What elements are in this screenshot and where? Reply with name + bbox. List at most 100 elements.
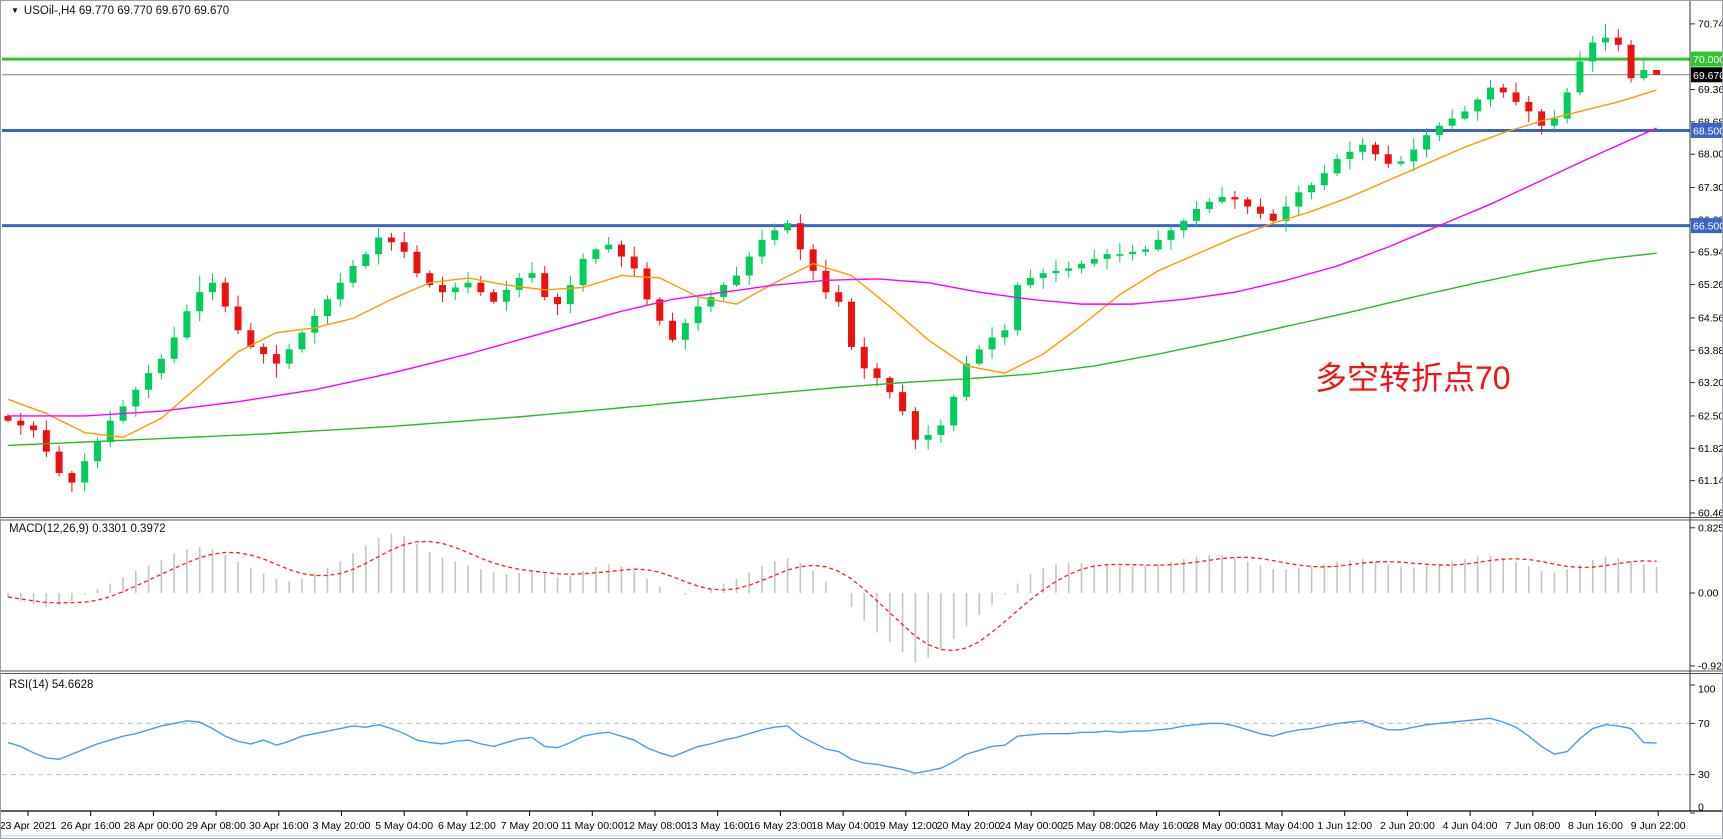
price-axis[interactable]: 70.74069.36068.68068.00067.30066.62065.9… [1, 1, 1723, 814]
chart-annotation-text: 多空转折点70 [1315, 360, 1511, 396]
candle-body [886, 377, 894, 393]
candle-body [1167, 230, 1175, 240]
candle-body [387, 237, 395, 243]
symbol-ohlc-text: USOil-,H4 69.770 69.770 69.670 69.670 [23, 5, 230, 17]
candle-body [196, 292, 204, 312]
macd-signal-line [7, 540, 1657, 652]
symbol-title-bar[interactable]: ▼ USOil-,H4 69.770 69.770 69.670 69.670 [11, 5, 229, 17]
candle-body [566, 285, 574, 305]
candle-body [1308, 185, 1316, 193]
candle-body [400, 242, 408, 252]
candle-body [1653, 70, 1661, 75]
time-tick-label: 25 May 08:00 [1062, 820, 1126, 832]
candle-body [924, 434, 932, 440]
candle-body [1090, 258, 1098, 264]
symbol-dropdown-icon[interactable]: ▼ [11, 6, 19, 15]
candle-body [796, 223, 804, 250]
candle-body [1538, 111, 1546, 126]
candle-body [4, 415, 12, 421]
candle-body [1448, 118, 1456, 126]
candle-body [1627, 44, 1635, 79]
candle-body [1550, 118, 1558, 126]
time-tick-label: 7 Jun 08:00 [1505, 820, 1560, 832]
candle-body [451, 287, 459, 293]
candle-body [681, 323, 689, 340]
candle-body [490, 292, 498, 302]
macd-panel[interactable] [7, 533, 1658, 663]
rsi-indicator-label: RSI(14) 54.6628 [9, 679, 94, 691]
candle-body [1103, 254, 1111, 259]
price-badge-68.500 [1691, 122, 1722, 138]
price-tick-label: 63.200 [1698, 377, 1723, 389]
candle-body [541, 273, 549, 297]
candle-body [132, 389, 140, 407]
time-axis[interactable]: 23 Apr 2021 26 Apr 16:00 28 Apr 00:00 29 Ap… [1, 810, 1723, 837]
candle-body [106, 420, 114, 443]
ma-slow-line[interactable] [7, 252, 1657, 447]
rsi-panel[interactable] [2, 717, 1690, 776]
time-tick-label: 2 Jun 20:00 [1380, 820, 1435, 832]
rsi-axis-label: 0 [1698, 802, 1704, 814]
ma-medium-line[interactable] [8, 127, 1657, 417]
candle-body [170, 337, 178, 359]
candle-body [1282, 206, 1290, 221]
candle-body [1589, 42, 1597, 62]
time-tick-label: 30 Apr 16:00 [249, 820, 309, 832]
price-tick-label: 61.820 [1698, 443, 1723, 455]
candle-body [669, 320, 677, 340]
candle-body [1052, 270, 1060, 274]
candle-body [1141, 249, 1149, 252]
candle-body [1486, 87, 1494, 100]
candle-body [758, 239, 766, 257]
candle-body [1423, 135, 1431, 150]
candle-body [1129, 251, 1137, 255]
candle-body [439, 285, 447, 293]
price-tick-label: 65.260 [1698, 279, 1723, 291]
candle-body [911, 411, 919, 440]
candle-body [349, 266, 357, 283]
candle-body [630, 256, 638, 269]
candle-body [1435, 125, 1443, 136]
candle-body [860, 346, 868, 369]
candle-body [1295, 192, 1303, 207]
main-chart-panel[interactable] [2, 23, 1690, 493]
candle-body [1231, 197, 1239, 200]
candle-body [502, 289, 510, 302]
candle-body [745, 256, 753, 276]
price-tick-label: 68.000 [1698, 149, 1723, 161]
candle-body [899, 392, 907, 412]
time-tick-label: 18 May 04:00 [811, 820, 875, 832]
candle-body [336, 282, 344, 300]
candle-body [1333, 158, 1341, 174]
price-badge-text: 69.670 [1693, 70, 1723, 82]
candle-body [1218, 197, 1226, 202]
time-tick-label: 13 May 16:00 [686, 820, 750, 832]
candle-body [592, 249, 600, 259]
time-tick-label: 31 May 04:00 [1250, 820, 1314, 832]
candle-body [1180, 220, 1188, 231]
time-tick-label: 29 Apr 08:00 [186, 820, 246, 832]
price-tick-label: 65.940 [1698, 247, 1723, 259]
candle-body [822, 270, 830, 293]
candle-body [1014, 285, 1022, 331]
time-tick-label: 7 May 20:00 [501, 820, 559, 832]
price-badge-text: 68.500 [1693, 125, 1723, 137]
time-tick-label: 5 May 04:00 [375, 820, 433, 832]
price-tick-label: 67.300 [1698, 182, 1723, 194]
candle-body [1244, 199, 1252, 207]
ma-fast-line[interactable] [7, 89, 1657, 439]
time-tick-label: 19 May 12:00 [874, 820, 938, 832]
rsi-axis-label: 30 [1698, 769, 1710, 781]
candle-body [694, 306, 702, 324]
candle-body [81, 461, 89, 483]
price-tick-label: 62.500 [1698, 410, 1723, 422]
rsi-axis-label: 70 [1698, 718, 1710, 730]
time-tick-label: 26 Apr 16:00 [61, 820, 121, 832]
candle-body [1116, 254, 1124, 256]
candle-body [413, 251, 421, 274]
candle-body [605, 244, 613, 250]
price-tick-label: 68.680 [1698, 116, 1723, 128]
candle-body [68, 473, 76, 483]
candle-body [963, 363, 970, 397]
